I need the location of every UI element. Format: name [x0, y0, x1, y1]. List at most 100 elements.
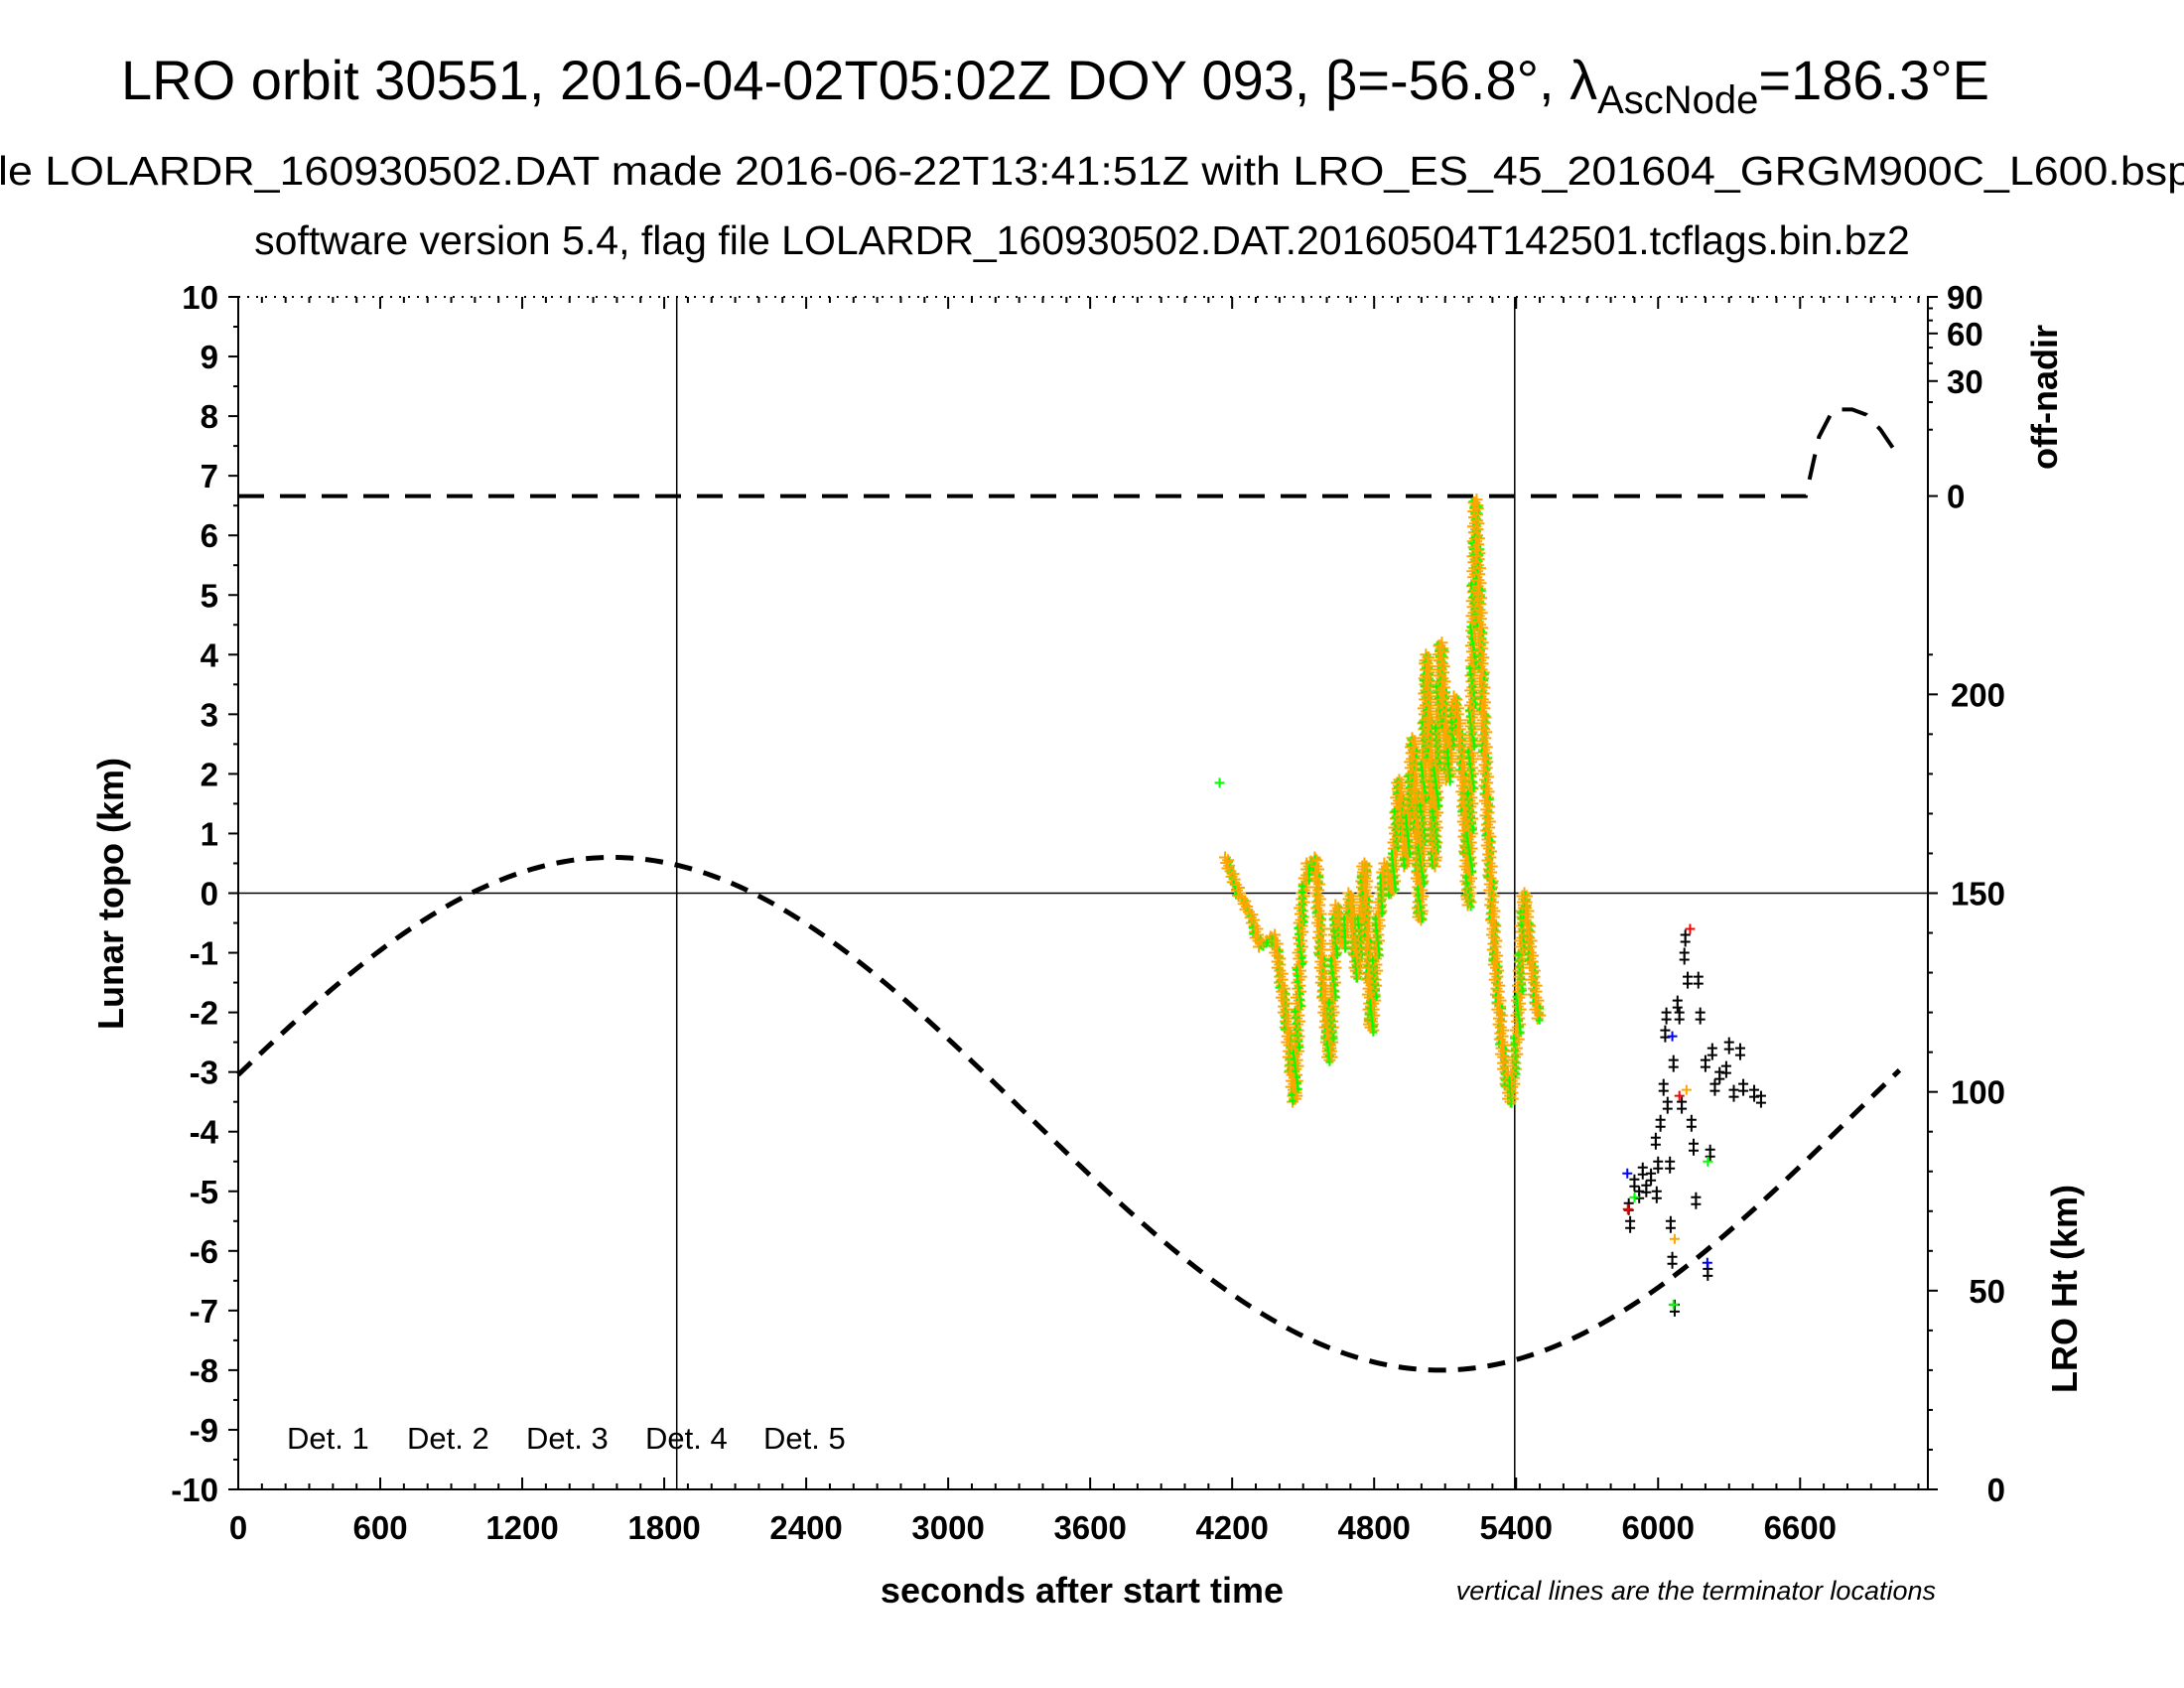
det1-point: [1705, 1151, 1715, 1162]
x-axis-label: seconds after start time: [881, 1570, 1284, 1611]
det1-point: [1668, 1061, 1679, 1072]
legend: Det. 1 Det. 2 Det. 3 Det. 4 Det. 5: [287, 1421, 846, 1456]
x-tick-label: 4800: [1337, 1509, 1410, 1546]
det1-point: [1641, 1187, 1652, 1197]
det5-point: [1622, 1203, 1633, 1214]
det4-point: [1669, 1233, 1680, 1244]
det1-point: [1693, 978, 1704, 989]
x-tick-label: 1800: [627, 1509, 700, 1546]
det1-point: [1677, 1103, 1688, 1114]
legend-det-3: Det. 3: [526, 1421, 609, 1456]
y-tick-label: -6: [190, 1233, 218, 1270]
det1-point: [1706, 1050, 1717, 1060]
det1-point: [1720, 1067, 1731, 1078]
det3-point: [1354, 914, 1363, 923]
off-nadir-tick-label: 60: [1947, 316, 1983, 352]
y-tick-label: -3: [190, 1055, 218, 1091]
det3-point: [1376, 873, 1385, 882]
y-tick-label: -5: [190, 1174, 218, 1210]
det1-point: [1665, 1163, 1676, 1174]
det3-point: [1427, 849, 1435, 858]
det3-point: [1429, 807, 1437, 816]
det1-point: [1629, 1181, 1640, 1192]
y-tick-label: 2: [201, 756, 218, 792]
det1-point: [1646, 1175, 1657, 1186]
det3-point: [1422, 712, 1431, 721]
det3-point: [1385, 891, 1394, 900]
det1-point: [1683, 978, 1694, 989]
det1-point: [1738, 1085, 1749, 1096]
y-tick-label: 5: [201, 577, 218, 614]
off-nadir-tick-label: 0: [1947, 479, 1965, 515]
det3-point: [1214, 777, 1225, 788]
det3-point: [1462, 873, 1471, 882]
x-tick-label: 6000: [1622, 1509, 1695, 1546]
det3-point: [1416, 801, 1425, 810]
det3-point: [1464, 706, 1473, 715]
chart-subtitle-software: software version 5.4, flag file LOLARDR_…: [254, 217, 1910, 263]
det3-point: [1629, 1192, 1640, 1202]
det1-point: [1669, 1306, 1680, 1317]
det1-point: [1691, 1198, 1702, 1209]
x-tick-label: 600: [352, 1509, 407, 1546]
det3-point: [1465, 664, 1474, 673]
det1-point: [1709, 1085, 1720, 1096]
y-tick-label: 3: [201, 696, 218, 733]
x-tick-label: 3600: [1053, 1509, 1126, 1546]
ht-tick-label: 100: [1951, 1074, 2005, 1111]
det1-point: [1680, 936, 1691, 947]
det1-point: [1734, 1050, 1745, 1060]
det1-point: [1689, 1145, 1700, 1156]
det1-point: [1653, 1163, 1664, 1174]
det3-point: [1477, 748, 1486, 757]
det1-point: [1661, 1014, 1672, 1025]
det5-point: [1685, 923, 1696, 934]
det1-point: [1700, 1061, 1710, 1072]
ht-tick-label: 150: [1951, 876, 2005, 913]
det1-point: [1625, 1222, 1636, 1233]
det1-point: [1695, 1014, 1706, 1025]
y-tick-label: 6: [201, 517, 218, 554]
det1-point: [1703, 1270, 1713, 1281]
x-tick-label: 1200: [485, 1509, 558, 1546]
det2-point: [1702, 1257, 1712, 1268]
ht-tick-label: 0: [1987, 1472, 2005, 1508]
off-nadir-curve: [238, 407, 1899, 498]
chart-title: LRO orbit 30551, 2016-04-02T05:02Z DOY 0…: [121, 49, 1989, 122]
det3-point: [1514, 950, 1523, 959]
ht-tick-label: 200: [1951, 676, 2005, 713]
det3-point: [1390, 807, 1399, 816]
x-tick-label: 4200: [1195, 1509, 1268, 1546]
y-tick-label: 7: [201, 458, 218, 494]
det2-point: [1667, 1031, 1678, 1042]
det3-point: [1488, 956, 1497, 965]
det1-point: [1674, 1014, 1685, 1025]
chart-subtitle-file: le LOLARDR_160930502.DAT made 2016-06-22…: [0, 148, 2184, 194]
y-tick-label: -7: [190, 1293, 218, 1330]
x-tick-label: 3000: [911, 1509, 984, 1546]
det3-point: [1435, 682, 1444, 691]
axes: 0 600 1200 1800 2400 3000 3600 4200 4800 5400 6000…: [171, 279, 2005, 1546]
y-tick-label: 0: [201, 876, 218, 913]
off-nadir-label: off-nadir: [2024, 325, 2065, 470]
det3-point: [1297, 882, 1306, 891]
y-tick-label: -1: [190, 935, 218, 972]
det5-point: [1674, 1090, 1685, 1101]
det1-point: [1679, 954, 1690, 965]
det4-point: [1681, 1084, 1692, 1095]
off-nadir-tick-label: 30: [1947, 363, 1983, 400]
y-tick-label: 1: [201, 815, 218, 852]
det3-point: [1431, 724, 1439, 733]
x-tick-label: 0: [229, 1509, 247, 1546]
det1-point: [1655, 1121, 1666, 1132]
det3-point: [1351, 956, 1360, 965]
det3-point: [1291, 1007, 1299, 1016]
det3-point: [1325, 998, 1334, 1007]
y-tick-label: -4: [190, 1114, 219, 1151]
det3-point: [1703, 1156, 1713, 1167]
y-tick-label: -9: [190, 1412, 218, 1449]
det3-point: [1294, 923, 1302, 932]
det1-point: [1672, 1002, 1683, 1013]
det3-point: [1505, 1075, 1514, 1084]
